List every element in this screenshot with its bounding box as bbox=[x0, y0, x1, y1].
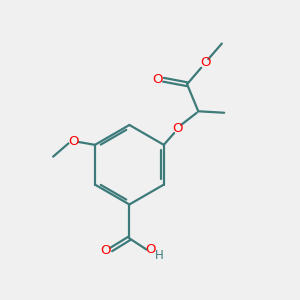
Text: O: O bbox=[172, 122, 182, 135]
Text: O: O bbox=[100, 244, 111, 257]
Text: O: O bbox=[152, 73, 163, 86]
Text: H: H bbox=[155, 249, 164, 262]
Text: O: O bbox=[68, 135, 78, 148]
Text: O: O bbox=[145, 243, 155, 256]
Text: O: O bbox=[200, 56, 211, 69]
